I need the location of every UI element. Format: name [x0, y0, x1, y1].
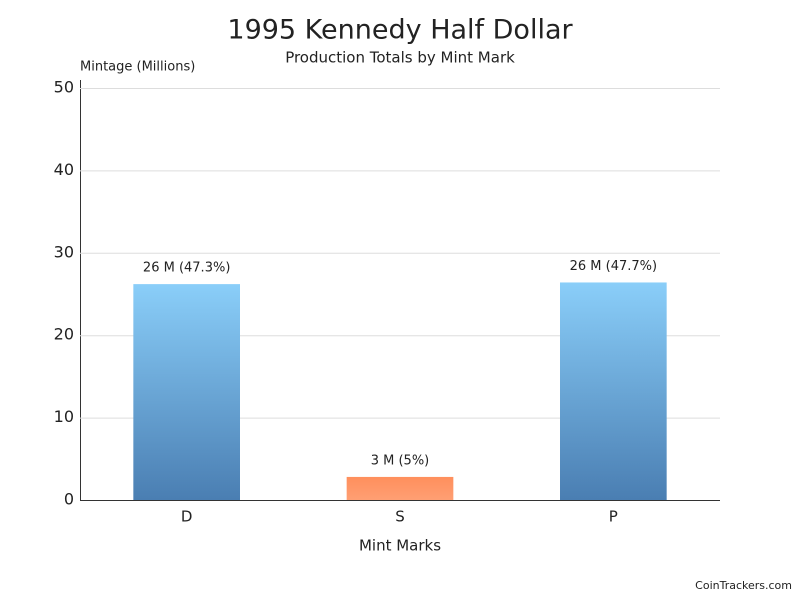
- x-tick-label: D: [181, 508, 193, 526]
- footer: CoinTrackers.com: [695, 579, 792, 592]
- data-label: 26 M (47.3%): [143, 261, 230, 276]
- y-tick-label: 30: [54, 242, 74, 261]
- x-tick-label: S: [395, 508, 405, 526]
- y-tick-label: 0: [64, 490, 74, 509]
- y-tick-label: 40: [54, 160, 74, 179]
- y-tick-label: 20: [54, 325, 74, 344]
- data-label: 3 M (5%): [371, 453, 430, 468]
- x-tick-label: P: [609, 508, 618, 526]
- chart-title: 1995 Kennedy Half Dollar: [227, 15, 573, 46]
- y-tick-label: 50: [54, 78, 74, 97]
- bar: [133, 284, 240, 500]
- chart-subtitle: Production Totals by Mint Mark: [285, 49, 515, 67]
- data-label: 26 M (47.7%): [570, 259, 657, 274]
- bar: [346, 476, 454, 500]
- x-axis-label: Mint Marks: [359, 537, 441, 555]
- y-tick-label: 10: [54, 407, 74, 426]
- bar: [560, 282, 667, 500]
- y-axis-label: Mintage (Millions): [80, 60, 195, 75]
